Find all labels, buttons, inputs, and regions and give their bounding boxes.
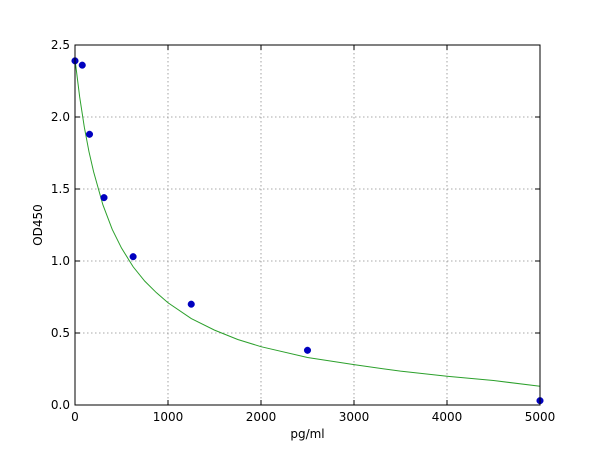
y-tick-label: 0.5 (51, 326, 70, 340)
y-tick-label: 2.5 (51, 38, 70, 52)
grid-layer (75, 45, 540, 405)
x-tick-label: 0 (71, 410, 79, 424)
y-tick-label: 1.5 (51, 182, 70, 196)
data-point (129, 253, 137, 261)
y-tick-label: 1.0 (51, 254, 70, 268)
y-tick-label: 0.0 (51, 398, 70, 412)
tick-label-layer: 0 1000 2000 3000 4000 5000 0.0 0.5 1.0 1.5 2.0 2.5 (51, 38, 555, 424)
x-axis-label: pg/ml (290, 427, 324, 441)
curve-layer (74, 59, 541, 387)
data-point (78, 61, 86, 69)
x-tick-label: 4000 (432, 410, 463, 424)
y-tick-label: 2.0 (51, 110, 70, 124)
data-point (303, 346, 312, 354)
plot-frame (74, 44, 541, 406)
y-axis-label: OD450 (31, 204, 45, 246)
data-point (187, 300, 195, 308)
fit-curve-line (74, 59, 541, 387)
x-tick-label: 1000 (153, 410, 184, 424)
data-point (85, 130, 94, 138)
x-tick-label: 3000 (339, 410, 370, 424)
x-tick-label: 2000 (246, 410, 277, 424)
x-tick-label: 5000 (525, 410, 556, 424)
data-point (100, 194, 108, 202)
points-layer (71, 57, 544, 405)
tick-layer (74, 44, 541, 406)
